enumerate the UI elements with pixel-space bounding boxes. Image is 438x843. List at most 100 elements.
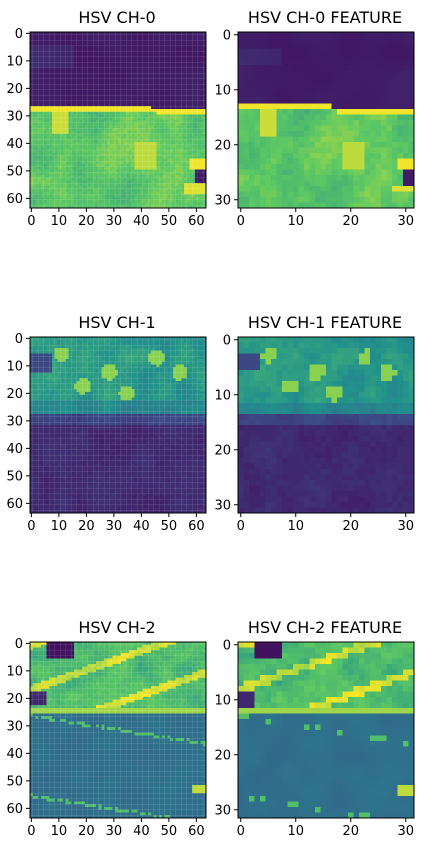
heatmap-cell [386,164,393,170]
heatmap-cell [30,78,33,82]
heatmap-cell [162,81,165,85]
heatmap-cell [142,89,146,93]
heatmap-cell [364,54,371,60]
heatmap-cell [85,103,88,107]
heatmap-cell [96,166,99,170]
heatmap-cell [46,95,50,99]
heatmap-cell [282,131,288,137]
heatmap-cell [315,136,321,143]
heatmap-cell [282,92,288,99]
heatmap-cell [254,37,261,44]
heatmap-cell [65,202,69,206]
heatmap-cell [87,43,91,46]
heatmap-cell [189,194,193,198]
heatmap-cell [115,161,119,165]
heatmap-cell [30,172,33,176]
heatmap-cell [41,54,44,57]
heatmap-cell [164,191,168,195]
heatmap-cell [392,81,398,88]
heatmap-cell [140,158,143,162]
heatmap-cell [101,73,105,77]
heatmap-cell [200,155,204,159]
heatmap-cell [137,48,141,52]
heatmap-cell [186,128,190,132]
heatmap-cell [63,54,66,57]
heatmap-cell [381,175,387,181]
heatmap-cell [115,158,119,162]
heatmap-cell [54,177,58,181]
heatmap-cell [76,142,80,145]
heatmap-cell [153,175,157,178]
heatmap-cell [79,95,83,99]
heatmap-cell [38,180,42,184]
heatmap-cell [85,106,88,110]
heatmap-cell [249,81,255,88]
heatmap-cell [151,205,154,209]
heatmap-cell [57,92,61,96]
heatmap-cell [192,150,196,154]
heatmap-cell [60,87,64,90]
heatmap-cell [326,109,332,115]
heatmap-cell [189,188,193,192]
heatmap-cell [271,169,277,176]
heatmap-cell [74,81,77,85]
heatmap-cell [348,169,354,176]
heatmap-cell [178,89,182,93]
heatmap-cell [186,172,190,176]
heatmap-cell [348,158,354,165]
heatmap-cell [156,32,160,35]
heatmap-cell [260,32,266,38]
heatmap-cell [164,188,168,192]
heatmap-cell [30,183,33,187]
heatmap-cell [309,147,316,154]
heatmap-cell [107,120,110,123]
heatmap-cell [162,117,165,121]
heatmap-cell [118,202,121,206]
heatmap-cell [315,98,321,104]
heatmap-cell [195,84,198,88]
heatmap-cell [403,169,409,176]
heatmap-cell [320,175,327,181]
heatmap-cell [74,197,77,200]
heatmap-cell [98,84,102,88]
heatmap-cell [156,164,160,167]
heatmap-cell [145,76,149,79]
heatmap-cell [43,175,47,178]
heatmap-cell [71,95,75,99]
heatmap-cell [140,98,143,101]
heatmap-cell [164,62,168,66]
heatmap-cell [109,51,113,55]
heatmap-cell [112,205,116,209]
heatmap-cell [104,120,108,123]
heatmap-cell [271,54,277,60]
heatmap-cell [304,54,310,60]
heatmap-cell [331,76,338,82]
heatmap-cell [74,76,77,79]
heatmap-cell [186,100,190,104]
heatmap-cell [186,70,190,74]
heatmap-cell [79,78,83,82]
heatmap-cell [175,153,179,156]
heatmap-cell [359,125,365,132]
heatmap-cell [109,122,113,126]
heatmap-cell [131,202,135,206]
heatmap-cell [120,81,124,85]
heatmap-cell [68,32,72,35]
heatmap-cell [192,183,196,187]
heatmap-cell [164,76,168,79]
heatmap-cell [71,136,75,140]
heatmap-cell [175,37,179,41]
heatmap-cell [170,144,174,148]
heatmap-cell [107,81,110,85]
heatmap-cell [162,65,165,68]
heatmap-cell [65,54,69,57]
heatmap-cell [192,43,196,46]
heatmap-cell [162,54,165,57]
heatmap-cell [85,125,88,129]
heatmap-cell [173,54,176,57]
heatmap-cell [178,155,182,159]
heatmap-cell [370,131,376,137]
heatmap-cell [41,153,44,156]
heatmap-cell [112,40,116,44]
heatmap-cell [63,183,66,187]
